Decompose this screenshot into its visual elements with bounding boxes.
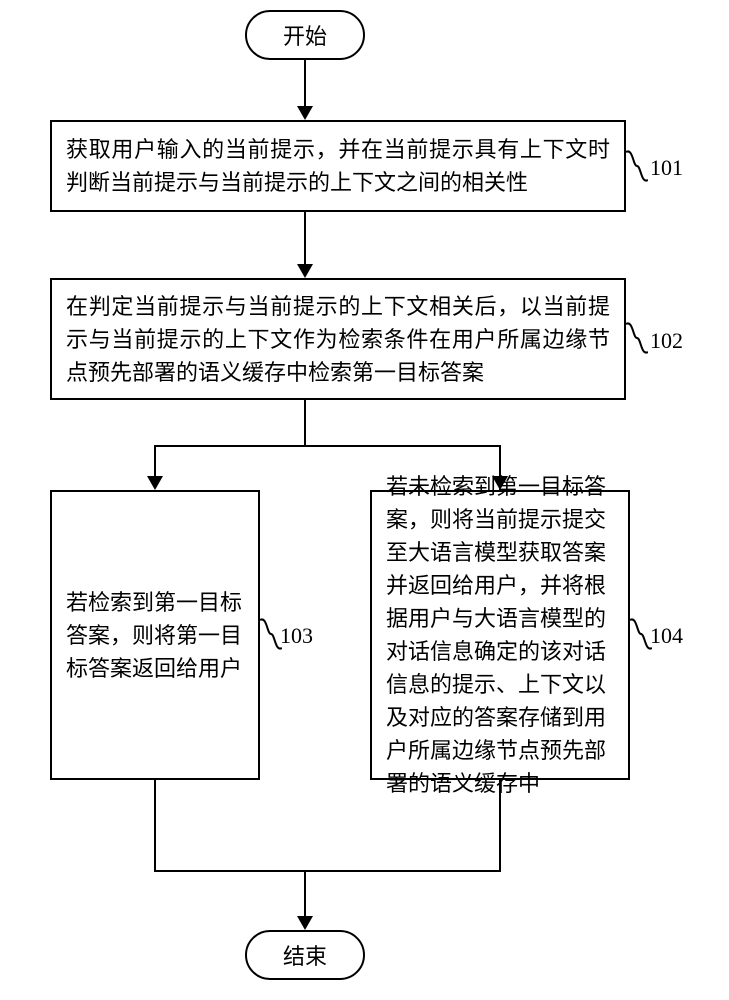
merge-stem [304,870,306,916]
end-node: 结束 [245,930,365,980]
edge-101-102 [304,212,306,264]
step-101-connector [626,148,648,184]
end-label: 结束 [283,939,327,971]
start-node: 开始 [245,10,365,60]
edge-start-101-head [297,106,313,120]
flowchart-canvas: 开始 获取用户输入的当前提示，并在当前提示具有上下文时判断当前提示与当前提示的上… [0,0,729,1000]
step-104-text: 若未检索到第一目标答案，则将当前提示提交至大语言模型获取答案并返回给用户，并将根… [386,470,614,800]
step-101-box: 获取用户输入的当前提示，并在当前提示具有上下文时判断当前提示与当前提示的上下文之… [50,120,626,212]
step-103-label: 103 [280,623,313,649]
step-103-box: 若检索到第一目标答案，则将第一目标答案返回给用户 [50,490,260,780]
step-101-label: 101 [650,155,683,181]
step-104-label: 104 [650,623,683,649]
step-102-label: 102 [650,328,683,354]
branch-hline [155,445,501,447]
step-104-box: 若未检索到第一目标答案，则将当前提示提交至大语言模型获取答案并返回给用户，并将根… [370,490,630,780]
branch-left-drop [154,445,156,476]
step-102-connector [626,320,648,356]
step-104-connector [630,616,652,652]
merge-stem-head [297,916,313,930]
branch-stem [304,400,306,446]
merge-right-drop [499,780,501,870]
branch-left-head [147,476,163,490]
edge-start-101 [304,60,306,106]
edge-101-102-head [297,264,313,278]
step-103-text: 若检索到第一目标答案，则将第一目标答案返回给用户 [66,586,244,685]
step-103-connector [260,616,282,652]
merge-hline [154,870,501,872]
start-label: 开始 [283,19,327,51]
step-101-text: 获取用户输入的当前提示，并在当前提示具有上下文时判断当前提示与当前提示的上下文之… [66,133,610,199]
merge-left-drop [154,780,156,870]
step-102-text: 在判定当前提示与当前提示的上下文相关后，以当前提示与当前提示的上下文作为检索条件… [66,290,610,389]
step-102-box: 在判定当前提示与当前提示的上下文相关后，以当前提示与当前提示的上下文作为检索条件… [50,278,626,400]
